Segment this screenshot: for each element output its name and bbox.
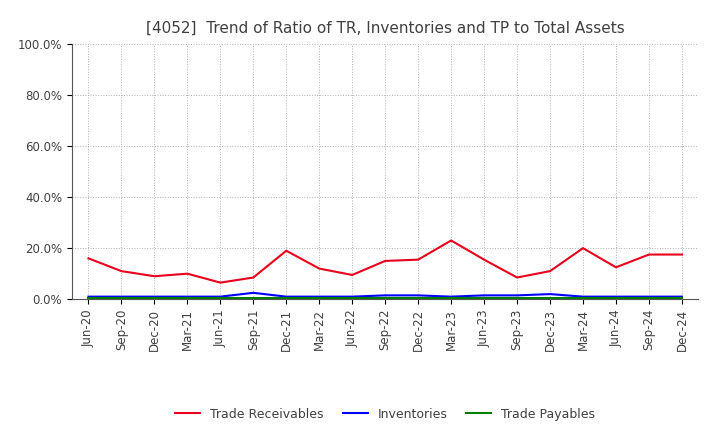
Trade Receivables <box>414 257 423 262</box>
Inventories <box>282 294 291 299</box>
Trade Receivables <box>447 238 456 243</box>
Trade Payables <box>678 296 686 301</box>
Inventories <box>480 293 488 298</box>
Trade Payables <box>579 296 588 301</box>
Inventories <box>381 293 390 298</box>
Trade Receivables <box>612 265 621 270</box>
Inventories <box>447 294 456 299</box>
Line: Inventories: Inventories <box>89 293 682 297</box>
Trade Receivables <box>678 252 686 257</box>
Inventories <box>348 294 356 299</box>
Trade Receivables <box>480 257 488 262</box>
Trade Receivables <box>84 256 93 261</box>
Trade Receivables <box>216 280 225 285</box>
Trade Receivables <box>315 266 323 271</box>
Inventories <box>678 294 686 299</box>
Line: Trade Receivables: Trade Receivables <box>89 241 682 282</box>
Trade Payables <box>612 296 621 301</box>
Trade Payables <box>183 296 192 301</box>
Trade Payables <box>84 296 93 301</box>
Trade Payables <box>513 296 521 301</box>
Trade Receivables <box>381 258 390 264</box>
Trade Payables <box>447 296 456 301</box>
Trade Payables <box>381 296 390 301</box>
Trade Payables <box>480 296 488 301</box>
Trade Receivables <box>282 248 291 253</box>
Trade Receivables <box>348 272 356 278</box>
Trade Payables <box>315 296 323 301</box>
Trade Receivables <box>117 268 126 274</box>
Trade Payables <box>249 296 258 301</box>
Inventories <box>249 290 258 296</box>
Inventories <box>546 291 554 297</box>
Trade Receivables <box>183 271 192 276</box>
Title: [4052]  Trend of Ratio of TR, Inventories and TP to Total Assets: [4052] Trend of Ratio of TR, Inventories… <box>146 21 624 36</box>
Trade Receivables <box>579 246 588 251</box>
Trade Receivables <box>150 274 158 279</box>
Inventories <box>612 294 621 299</box>
Inventories <box>513 293 521 298</box>
Trade Receivables <box>546 268 554 274</box>
Inventories <box>315 294 323 299</box>
Trade Payables <box>414 296 423 301</box>
Trade Payables <box>546 296 554 301</box>
Trade Payables <box>644 296 653 301</box>
Inventories <box>84 294 93 299</box>
Trade Receivables <box>249 275 258 280</box>
Trade Payables <box>117 296 126 301</box>
Trade Payables <box>150 296 158 301</box>
Trade Receivables <box>644 252 653 257</box>
Inventories <box>414 293 423 298</box>
Legend: Trade Receivables, Inventories, Trade Payables: Trade Receivables, Inventories, Trade Pa… <box>170 403 600 425</box>
Inventories <box>644 294 653 299</box>
Inventories <box>579 294 588 299</box>
Trade Payables <box>282 296 291 301</box>
Trade Payables <box>348 296 356 301</box>
Trade Receivables <box>513 275 521 280</box>
Inventories <box>216 294 225 299</box>
Inventories <box>150 294 158 299</box>
Inventories <box>117 294 126 299</box>
Trade Payables <box>216 296 225 301</box>
Inventories <box>183 294 192 299</box>
